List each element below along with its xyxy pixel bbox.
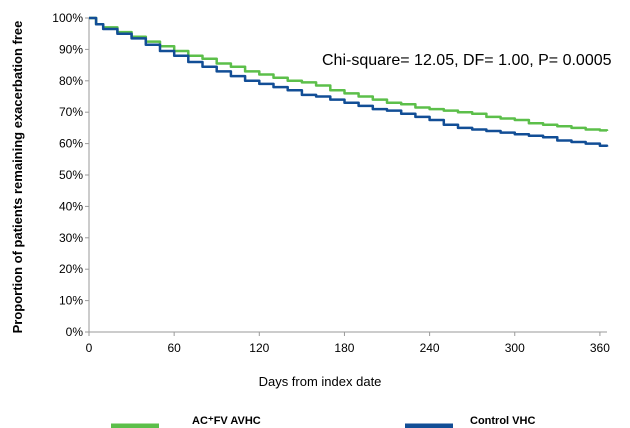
y-axis-label: Proportion of patients remaining exacerb…: [10, 21, 25, 334]
y-tick-label: 90%: [59, 42, 83, 56]
series-line-control-vhc: [89, 16, 609, 148]
y-tick-label: 20%: [59, 262, 83, 276]
legend-label: Control VHC: [470, 415, 535, 427]
x-tick-label: 120: [249, 341, 269, 355]
y-tick-label: 50%: [59, 168, 83, 182]
y-tick-label: 70%: [59, 105, 83, 119]
x-tick-label: 0: [86, 341, 93, 355]
x-tick-label: 60: [167, 341, 181, 355]
y-tick-label: 60%: [59, 137, 83, 151]
x-tick-label: 240: [420, 341, 440, 355]
stat-annotation: Chi-square= 12.05, DF= 1.00, P= 0.0005: [322, 52, 612, 69]
x-axis-label: Days from index date: [259, 374, 382, 389]
y-tick-label: 100%: [52, 11, 83, 25]
y-tick-label: 30%: [59, 231, 83, 245]
x-tick-label: 360: [590, 341, 610, 355]
series-line-acfv-avhc: [89, 16, 609, 132]
y-tick-label: 80%: [59, 74, 83, 88]
y-tick-label: 40%: [59, 199, 83, 213]
y-tick-label: 10%: [59, 294, 83, 308]
x-tick-label: 300: [505, 341, 525, 355]
x-tick-label: 180: [334, 341, 354, 355]
legend-label: AC⁺FV AVHC: [192, 415, 261, 427]
y-tick-label: 0%: [66, 325, 84, 339]
